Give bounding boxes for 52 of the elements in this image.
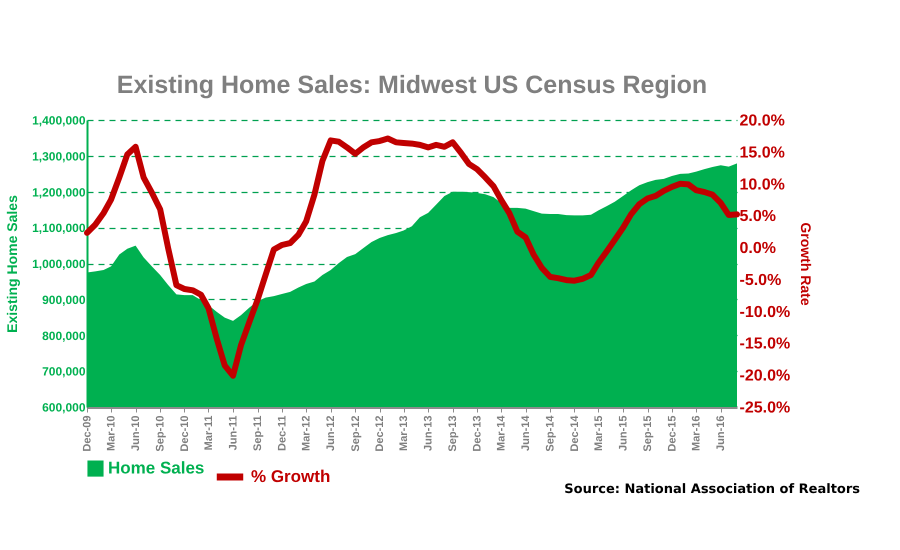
x-tick-label: Dec-10 (178, 416, 191, 452)
x-tick-label: Sep-13 (447, 416, 460, 452)
x-tick-label: Jun-15 (618, 416, 630, 451)
x-tick-label: Dec-14 (568, 414, 581, 452)
y2-tick-label: -25.0% (740, 400, 790, 416)
x-tick-label: Jun-16 (715, 416, 728, 451)
x-tick-label: Mar-12 (300, 416, 313, 451)
x-tick-label: Jun-14 (520, 414, 532, 451)
y2-tick-label: 5.0% (740, 208, 776, 226)
chart-title: Existing Home Sales: Midwest US Census Region (116, 71, 708, 99)
x-tick-label: Dec-13 (472, 416, 484, 452)
y-tick-label: 600,000 (42, 400, 86, 414)
x-tick-label: Mar-14 (496, 414, 508, 451)
y-tick-label: 900,000 (42, 292, 86, 307)
x-tick-label: Dec-12 (374, 416, 386, 452)
source-note: Source: National Association of Realtors (564, 482, 860, 497)
y-tick-label: 700,000 (42, 364, 86, 379)
x-tick-label: Mar-13 (398, 416, 410, 451)
legend-label: % Growth (251, 467, 330, 486)
x-tick-label: Mar-15 (592, 416, 605, 451)
x-tick-label: Sep-15 (642, 416, 654, 452)
x-tick-label: Mar-10 (106, 416, 118, 451)
y-tick-label: 1,100,000 (32, 221, 86, 236)
x-tick-label: Sep-12 (350, 416, 362, 452)
y-tick-label: 1,200,000 (32, 185, 86, 200)
x-tick-label: Jun-12 (325, 416, 338, 451)
x-tick-label: Dec-11 (276, 416, 288, 451)
y-tick-label: 1,000,000 (32, 257, 86, 271)
x-tick-label: Sep-14 (544, 414, 557, 452)
y2-tick-label: 15.0% (740, 144, 785, 162)
x-tick-label: Dec-09 (82, 416, 94, 452)
y-tick-label: 1,300,000 (32, 149, 86, 164)
y2-tick-label: -10.0% (740, 304, 790, 321)
x-tick-label: Jun-10 (130, 416, 142, 451)
y2-tick-label: -15.0% (740, 336, 790, 353)
y-axis-title: Existing Home Sales (4, 194, 20, 333)
x-tick-label: Sep-11 (252, 416, 264, 451)
y2-tick-label: -20.0% (740, 368, 790, 385)
y2-tick-label: 0.0% (740, 240, 776, 258)
y-tick-label: 1,400,000 (32, 114, 86, 128)
x-tick-label: Jun-11 (228, 416, 240, 450)
y-tick-label: 800,000 (42, 328, 86, 343)
y2-tick-label: 10.0% (740, 176, 785, 194)
x-tick-label: Mar-16 (690, 416, 703, 451)
x-tick-label: Mar-11 (202, 416, 215, 450)
y2-tick-label: -5.0% (740, 272, 782, 289)
x-tick-label: Dec-15 (666, 416, 678, 452)
y2-tick-label: 20.0% (740, 112, 785, 130)
x-tick-label: Jun-13 (422, 416, 435, 451)
y2-axis-title: Growth Rate (798, 222, 814, 306)
legend-label: Home Sales (108, 458, 204, 478)
x-tick-label: Sep-10 (154, 416, 167, 452)
